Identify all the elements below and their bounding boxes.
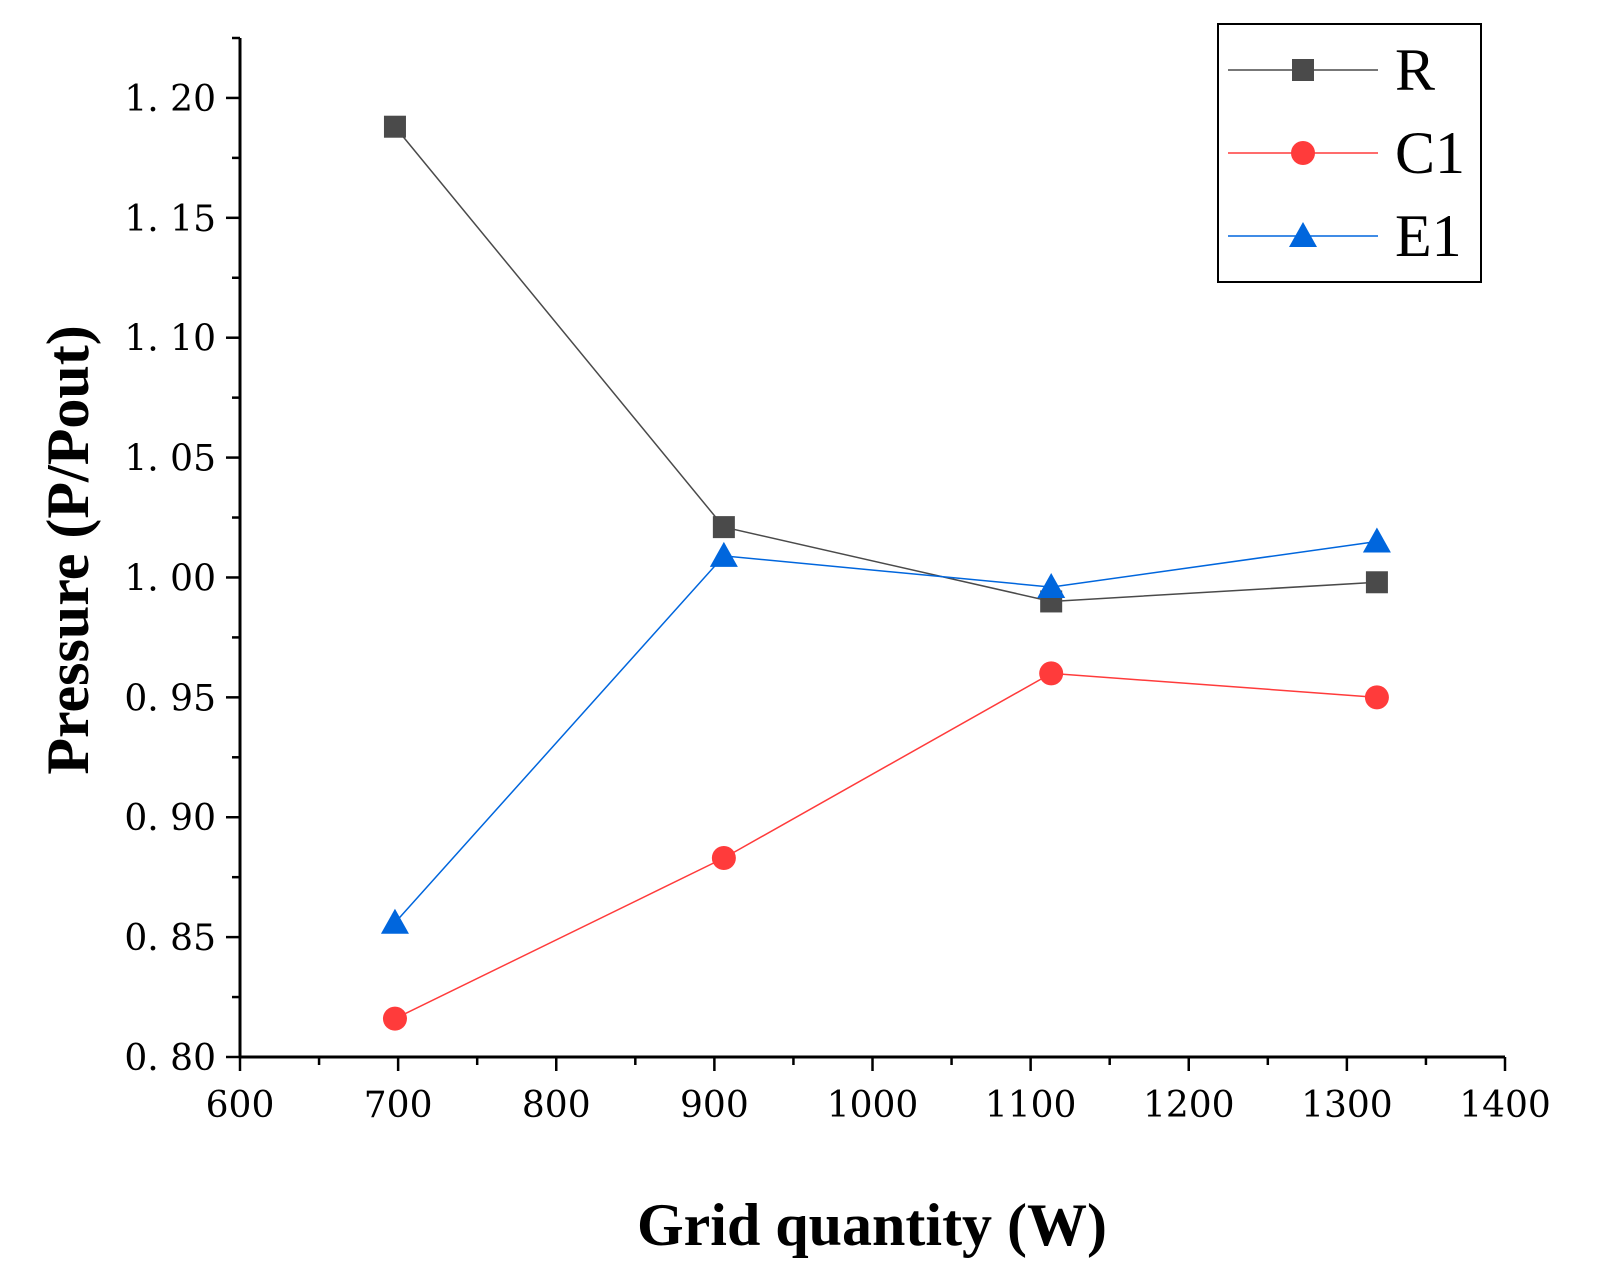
x-tick-label: 1200 [1143,1085,1235,1126]
data-point-c1 [1039,661,1064,686]
y-axis-title: Pressure (P/Pout) [35,325,101,774]
y-tick-label: 1. 00 [124,558,216,599]
y-tick-label: 1. 20 [124,79,216,120]
data-point-e1 [1362,527,1391,553]
series-e1 [380,527,1391,934]
axes: 600 700 800 900 1000 1100 1200 1300 1400 0. 80 0. … [124,36,1551,1126]
x-tick-label: 1000 [827,1085,919,1126]
data-point-r [383,115,406,138]
data-point-c1 [1364,685,1389,710]
series-c1 [382,661,1389,1031]
series-line-c1 [394,672,1377,1020]
x-tick-label: 1100 [985,1085,1077,1126]
series-line-r [394,126,1377,603]
series-line-e1 [394,540,1378,924]
data-point-r [1365,571,1388,594]
x-tick-label: 800 [522,1085,591,1126]
data-point-r [712,516,735,539]
series-layer [380,115,1391,1031]
y-tick-label: 0. 90 [124,798,216,839]
legend-marker-r [1292,59,1314,81]
x-tick-label: 600 [206,1085,275,1126]
x-tick-label: 900 [680,1085,749,1126]
x-tick-label: 1300 [1301,1085,1393,1126]
y-tick-label: 1. 10 [124,319,216,360]
y-tick-label: 0. 95 [124,678,216,719]
legend: R C1 E1 [1217,23,1482,283]
x-tick-label: 700 [364,1085,433,1126]
legend-label-e1: E1 [1395,203,1462,269]
legend-marker-c1 [1291,141,1315,165]
x-tick-label: 1400 [1459,1085,1551,1126]
y-tick-label: 0. 80 [124,1038,216,1079]
legend-marker-e1 [1289,222,1317,247]
y-tick-label: 0. 85 [124,918,216,959]
data-point-e1 [709,541,738,567]
data-point-e1 [1037,573,1066,599]
legend-label-r: R [1395,37,1435,103]
data-point-e1 [380,908,409,934]
data-point-c1 [382,1006,407,1031]
y-tick-label: 1. 15 [124,199,216,240]
x-axis-title: Grid quantity (W) [637,1192,1107,1258]
data-point-c1 [711,845,736,870]
legend-label-c1: C1 [1395,120,1465,186]
y-tick-label: 1. 05 [124,439,216,480]
